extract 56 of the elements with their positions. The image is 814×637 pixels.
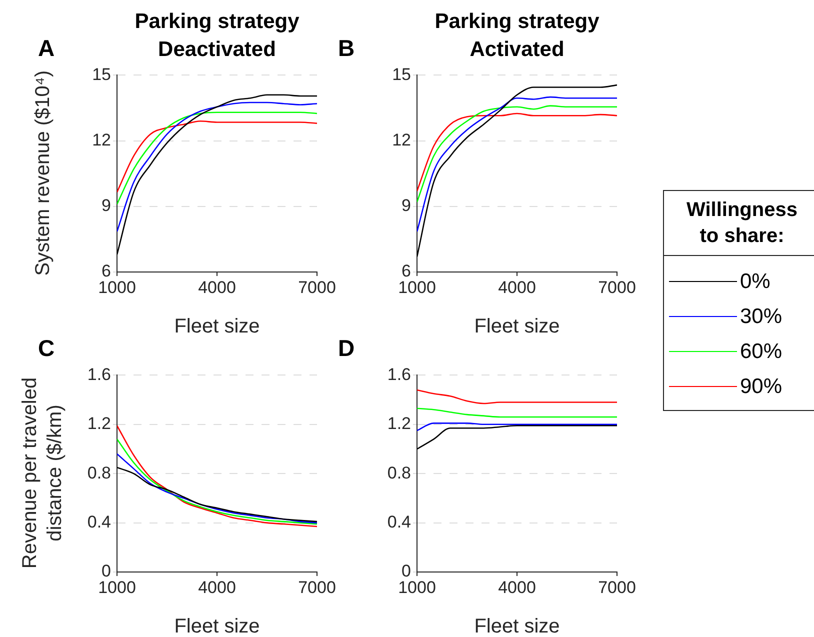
text: C [38, 335, 55, 362]
x-tick-label: 4000 [498, 278, 536, 297]
legend-label: 0% [740, 270, 770, 294]
legend-label: 30% [740, 304, 782, 328]
y-tick-label: 0.4 [87, 512, 111, 532]
x-axis-title: Fleet size [474, 616, 560, 637]
y-tick-label: 1.6 [87, 364, 111, 384]
line-series [117, 424, 317, 528]
legend-label: 90% [740, 374, 782, 398]
x-axis-title: Fleet size [474, 316, 560, 338]
y-tick-label: 1.6 [387, 364, 411, 384]
x-tick-label: 7000 [598, 578, 636, 597]
line-series [417, 424, 617, 450]
text: A [38, 35, 55, 62]
chart-subtitle: Deactivated [158, 38, 276, 61]
line-series [417, 105, 617, 203]
line-series [117, 466, 317, 522]
y-tick-label: 0.4 [387, 512, 411, 532]
line-series [117, 453, 317, 524]
y-axis-title: System revenue ($10⁴) [30, 70, 54, 276]
y-tick-label: 9 [402, 196, 411, 216]
legend-label: 60% [740, 340, 782, 364]
chart-subtitle: Activated [468, 37, 566, 63]
x-axis-title: Fleet size [174, 616, 260, 637]
y-tick-label: 9 [102, 196, 111, 216]
chart-title: Parking strategy [134, 9, 300, 35]
x-axis-title: Fleet size [174, 316, 260, 338]
line-series [417, 112, 617, 192]
x-tick-label: 4000 [498, 578, 536, 597]
y-tick-label: 12 [392, 130, 411, 150]
line-series [117, 94, 317, 256]
x-tick-label: 4000 [198, 578, 236, 597]
text: D [338, 335, 355, 362]
line-series [117, 438, 317, 525]
y-tick-label: 12 [92, 130, 111, 150]
y-tick-label: 15 [392, 64, 411, 84]
y-axis-title: Revenue per traveled distance ($/km) [19, 377, 66, 569]
x-tick-label: 7000 [598, 278, 636, 297]
y-tick-label: 1.2 [87, 414, 111, 434]
y-tick-label: 1.2 [387, 414, 411, 434]
chart-title: Parking strategy [434, 9, 600, 35]
text: B [338, 35, 355, 62]
line-series [117, 112, 317, 205]
line-series [417, 389, 617, 404]
line-series [117, 102, 317, 232]
y-tick-label: 0.8 [87, 463, 111, 482]
x-tick-label: 7000 [298, 578, 336, 597]
y-tick-label: 15 [92, 64, 111, 84]
line-series [417, 408, 617, 418]
line-series [417, 84, 617, 258]
line-series [117, 120, 317, 193]
line-series [417, 96, 617, 232]
x-tick-label: 7000 [298, 278, 336, 297]
y-tick-label: 0.8 [387, 463, 411, 482]
legend-title: Willingness to share: [664, 191, 814, 256]
x-tick-label: 4000 [198, 278, 236, 297]
